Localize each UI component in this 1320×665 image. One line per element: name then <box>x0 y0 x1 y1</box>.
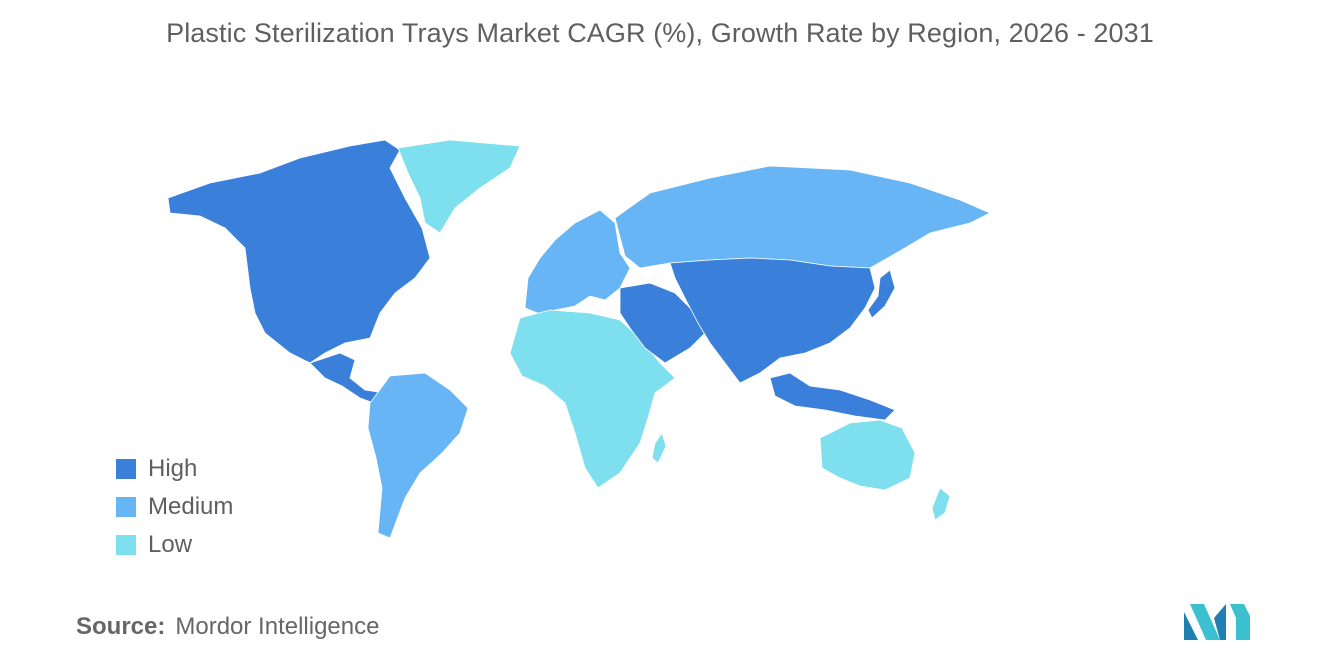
region-africa <box>509 309 676 489</box>
legend-item-medium: Medium <box>116 488 233 526</box>
source-line: Source: Mordor Intelligence <box>76 613 379 641</box>
legend-swatch-medium <box>116 497 136 517</box>
region-middle-east <box>619 282 706 364</box>
region-southeast-asia <box>769 372 896 421</box>
mordor-intelligence-logo-icon <box>1184 604 1250 640</box>
region-russia <box>614 165 991 269</box>
world-map <box>150 128 1050 558</box>
region-madagascar <box>651 432 667 464</box>
legend-label-medium: Medium <box>148 493 234 520</box>
source-key: Source: <box>76 613 166 640</box>
legend-label-high: High <box>148 455 198 482</box>
region-north-america <box>167 139 431 364</box>
region-europe <box>524 209 631 315</box>
region-japan <box>867 269 896 319</box>
world-map-svg <box>167 139 991 539</box>
region-australia <box>819 419 916 491</box>
region-south-america <box>367 372 469 539</box>
region-asia <box>669 257 876 384</box>
legend-item-low: Low <box>116 526 233 564</box>
legend-swatch-low <box>116 535 136 555</box>
region-greenland <box>397 139 521 234</box>
map-legend: High Medium Low <box>116 450 233 564</box>
source-value: Mordor Intelligence <box>175 613 380 640</box>
legend-label-low: Low <box>148 531 193 558</box>
legend-item-high: High <box>116 450 233 488</box>
chart-title: Plastic Sterilization Trays Market CAGR … <box>166 18 1154 48</box>
legend-swatch-high <box>116 459 136 479</box>
region-new-zealand <box>931 487 951 521</box>
